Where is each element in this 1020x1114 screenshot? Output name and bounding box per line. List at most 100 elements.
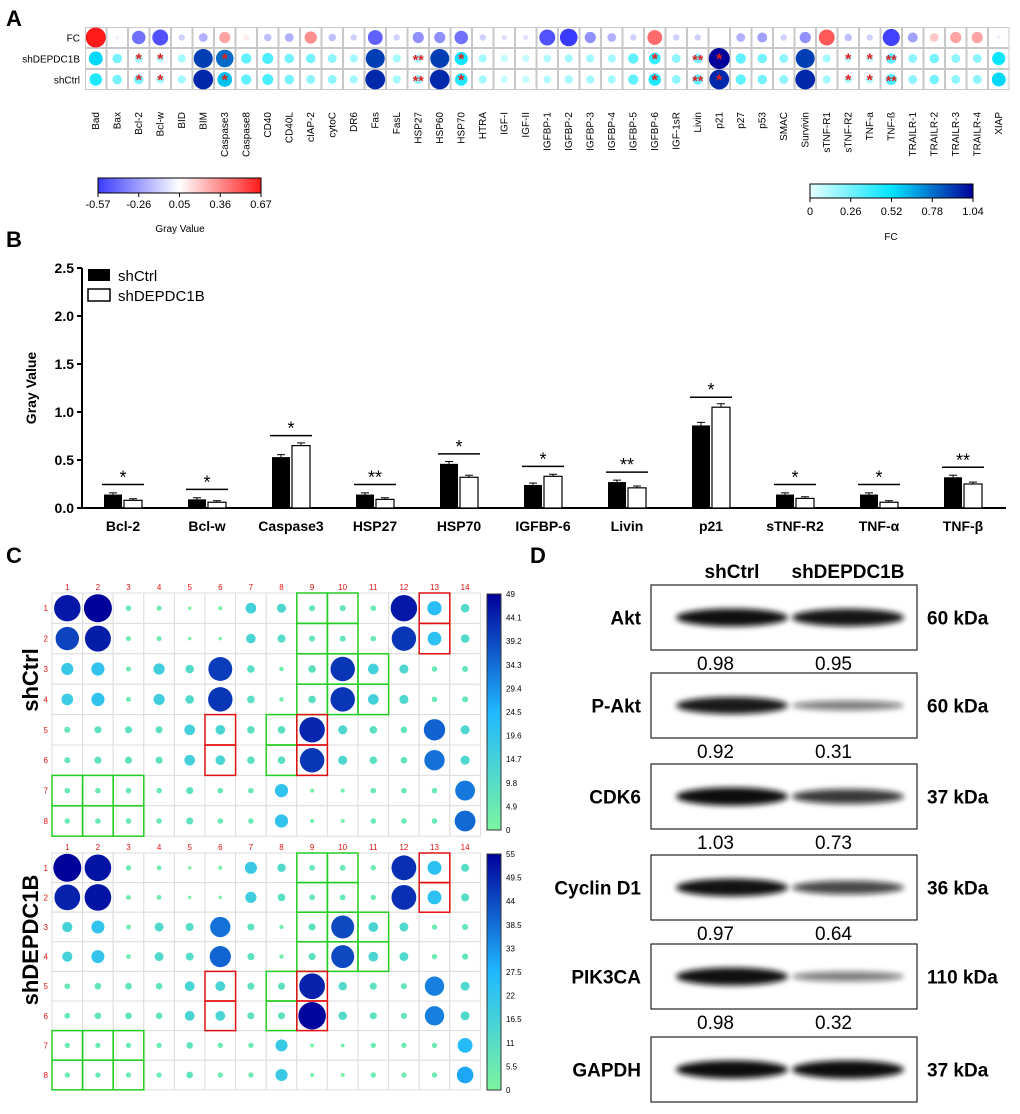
corr-dot: [84, 884, 112, 911]
expression-dot: [89, 73, 102, 86]
bar-shCtrl: [188, 499, 206, 508]
significance-star: *: [707, 380, 714, 400]
colorbar-tick-label: -0.26: [126, 199, 151, 211]
colorbar-tick-label: 0.78: [922, 206, 943, 218]
corr-dot: [125, 1042, 132, 1049]
corr-dot: [460, 603, 470, 613]
highlight-box-green: [326, 683, 359, 716]
corr-dot: [275, 1039, 288, 1052]
corr-dot: [370, 635, 377, 642]
expression-dot: [822, 75, 831, 84]
expression-dot: [648, 52, 661, 65]
significance-star: *: [458, 73, 465, 90]
corr-dot: [156, 787, 162, 794]
corr-dot: [187, 606, 192, 610]
corr-dot: [431, 787, 438, 794]
fc-dot: [131, 30, 146, 45]
blot-quant-value: 0.95: [815, 654, 852, 675]
corr-dot: [186, 817, 194, 825]
corr-col-label: 7: [249, 843, 254, 852]
corr-dot: [338, 1011, 347, 1021]
corr-dot: [340, 1043, 345, 1048]
column-label: Livin: [693, 112, 704, 133]
corr-dot: [427, 890, 442, 905]
corr-dot: [125, 666, 132, 672]
blot-row-label: Akt: [610, 609, 641, 630]
corr-dot: [91, 920, 105, 934]
corr-col-label: 5: [187, 583, 192, 592]
colorbar-tick-label: 0.67: [250, 199, 271, 211]
column-label: TRAILR-2: [929, 112, 940, 157]
corr-dot: [401, 787, 407, 794]
fc-dot: [971, 31, 983, 44]
corr-dot: [156, 894, 162, 900]
expression-dot: [564, 54, 573, 63]
corr-row-label: 2: [44, 635, 49, 644]
expression-dot: [795, 69, 816, 90]
row-label: shDEPDC1B: [22, 55, 80, 66]
corr-dot: [91, 950, 105, 964]
corr-dot: [248, 1042, 254, 1049]
blot-band: [676, 967, 788, 986]
fc-dot: [630, 34, 637, 41]
expression-dot: [735, 74, 746, 85]
corr-dot: [431, 666, 438, 672]
bar-shDEPDC1B: [879, 501, 899, 509]
expression-dot: [478, 75, 487, 84]
highlight-box-red: [418, 881, 451, 913]
significance-star: *: [652, 52, 659, 69]
column-label: CD40L: [284, 112, 295, 144]
corr-dot: [154, 922, 164, 932]
corr-dot: [310, 818, 315, 824]
corr-dot: [83, 594, 112, 623]
corr-dot: [246, 633, 256, 644]
corr-dot: [310, 788, 315, 793]
significance-star: **: [692, 73, 703, 89]
gray-value-colorbar: [97, 177, 262, 194]
significance-star: **: [413, 73, 424, 89]
expression-dot: [929, 53, 940, 64]
expression-dot: [708, 48, 730, 69]
x-tick-label: Bcl-2: [106, 518, 140, 534]
corr-dot: [427, 860, 442, 875]
corr-dot: [424, 1006, 445, 1026]
bar-shCtrl: [524, 484, 542, 508]
expression-dot: [262, 52, 274, 65]
corr-col-label: 13: [430, 843, 439, 852]
corr-dot: [367, 663, 379, 675]
expression-dot: [628, 53, 639, 64]
corr-colorbar-tick: 55: [506, 850, 515, 859]
corr-dot: [310, 1073, 315, 1077]
fc-dot: [178, 34, 185, 41]
bar-shCtrl: [440, 463, 458, 508]
corr-row-label: 7: [44, 1041, 49, 1050]
corr-dot: [460, 755, 470, 765]
corr-dot: [186, 1042, 194, 1049]
fc-dot: [454, 30, 469, 45]
fc-dot: [393, 34, 400, 41]
colorbar-tick-label: 0.52: [881, 206, 902, 218]
significance-star: **: [956, 450, 970, 470]
expression-dot: [972, 75, 982, 84]
corr-dot: [431, 818, 438, 824]
row-label: shCtrl: [54, 76, 80, 87]
corr-dot: [369, 756, 378, 764]
corr-colorbar: [486, 853, 502, 1091]
column-label: Caspase3: [220, 112, 231, 157]
corr-dot: [340, 818, 345, 824]
fc-dot: [929, 33, 939, 42]
significance-star: *: [716, 73, 723, 90]
corr-dot: [330, 687, 355, 712]
expression-dot: [217, 72, 233, 87]
corr-dot: [156, 636, 162, 642]
bar-shDEPDC1B: [123, 499, 143, 509]
blot-row-label: Cyclin D1: [554, 879, 641, 900]
column-label: HSP60: [435, 112, 446, 144]
corr-dot: [184, 754, 196, 766]
column-label: p27: [736, 112, 747, 129]
corr-dot: [462, 665, 469, 673]
corr-dot: [400, 726, 408, 734]
highlight-box-red: [296, 744, 329, 777]
corr-dot: [340, 788, 345, 793]
expression-dot: [586, 54, 595, 63]
